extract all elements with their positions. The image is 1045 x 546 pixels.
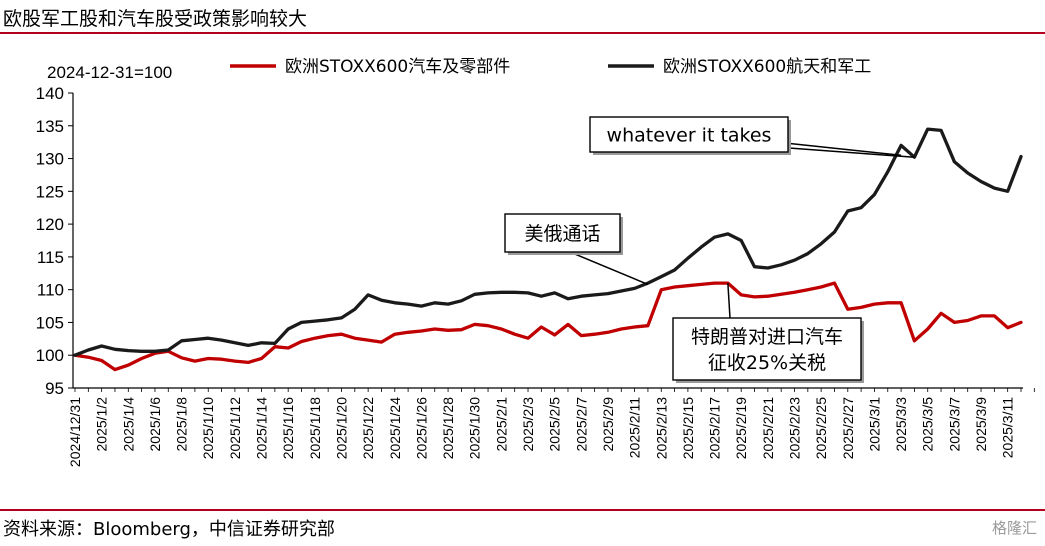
- chart-title: 欧股军工股和汽车股受政策影响较大: [3, 8, 308, 30]
- x-tick-label: 2025/3/11: [1000, 397, 1016, 458]
- source-rule: [0, 509, 1045, 511]
- title-underline: [0, 32, 1045, 34]
- x-tick-label: 2025/2/21: [760, 397, 776, 459]
- x-tick-label: 2025/1/16: [280, 397, 296, 459]
- annotation-leader: [788, 147, 915, 158]
- annotation-text: 特朗普对进口汽车: [691, 326, 843, 348]
- x-tick-label: 2025/1/2: [94, 397, 110, 452]
- annotation-leader: [784, 142, 902, 157]
- x-tick-label: 2025/2/13: [653, 397, 669, 459]
- x-tick-label: 2025/1/22: [360, 397, 376, 459]
- legend: 欧洲STOXX600汽车及零部件 欧洲STOXX600航天和军工: [230, 57, 871, 77]
- x-tick-label: 2025/2/11: [627, 397, 643, 458]
- x-tick-label: 2025/2/19: [733, 397, 749, 459]
- source-note: 资料来源：Bloomberg，中信证券研究部: [3, 519, 335, 540]
- x-tick-label: 2025/3/5: [920, 397, 936, 452]
- y-tick-label: 125: [36, 182, 64, 201]
- y-tick-label: 135: [36, 117, 64, 136]
- annotation-leader: [569, 251, 649, 286]
- x-tick-label: 2025/3/3: [893, 397, 909, 452]
- x-tick-label: 2025/2/5: [547, 397, 563, 452]
- x-tick-label: 2025/2/1: [493, 397, 509, 452]
- y-tick-label: 115: [37, 248, 64, 267]
- y-tick-label: 140: [36, 84, 64, 103]
- y-tick-label: 120: [36, 215, 64, 234]
- series-layer: [73, 127, 1023, 372]
- x-tick-label: 2025/2/27: [840, 397, 856, 459]
- x-tick-label: 2025/1/30: [467, 397, 483, 459]
- x-tick-label: 2025/3/9: [973, 397, 989, 452]
- annotation-text: 征收25%关税: [708, 352, 826, 374]
- y-tick-label: 95: [45, 379, 64, 398]
- x-tick-label: 2025/1/10: [200, 397, 216, 459]
- y-tick-label: 100: [36, 346, 64, 365]
- x-tick-label: 2025/3/1: [866, 397, 882, 452]
- annotation-box: [504, 213, 621, 253]
- x-tick-label: 2025/1/4: [120, 397, 136, 452]
- x-tick-label: 2025/1/26: [413, 397, 429, 459]
- x-tick-label: 2025/1/24: [387, 397, 403, 459]
- x-tick-label: 2025/1/14: [254, 397, 270, 459]
- axes-layer: 95 100 105 110 115 120 125 130 135 140 2024/12/31 2…: [36, 84, 1035, 467]
- y-tick-label: 105: [36, 313, 64, 332]
- x-tick-label: 2025/1/6: [147, 397, 163, 452]
- x-tick-label: 2025/1/8: [174, 397, 190, 452]
- x-tick-label: 2025/3/7: [946, 397, 962, 452]
- annotation-text: whatever it takes: [607, 125, 772, 147]
- x-tick-label: 2025/2/25: [813, 397, 829, 459]
- annotation-text: 美俄通话: [524, 223, 600, 245]
- x-tick-label: 2025/2/7: [573, 397, 589, 452]
- x-tick-label: 2025/2/15: [680, 397, 696, 459]
- legend-label: 欧洲STOXX600汽车及零部件: [285, 57, 510, 77]
- series-line-defense: [73, 127, 1023, 357]
- x-tick-label: 2025/2/3: [520, 397, 536, 452]
- x-tick-label: 2025/2/17: [707, 397, 723, 459]
- y-tick-label: 130: [36, 150, 64, 169]
- annotation-leader: [727, 283, 731, 319]
- x-tick-label: 2025/2/9: [600, 397, 616, 452]
- x-tick-label: 2024/12/31: [67, 397, 83, 467]
- line-chart: 95 100 105 110 115 120 125 130 135 140 2024/12/31 2…: [36, 57, 1035, 467]
- annotation-box: [589, 116, 789, 153]
- annotation-box: [672, 317, 862, 381]
- series-line-auto: [73, 281, 1023, 372]
- y-tick-label: 110: [37, 281, 64, 300]
- watermark: 格隆汇: [991, 519, 1037, 537]
- legend-label: 欧洲STOXX600航天和军工: [663, 57, 871, 77]
- y-axis-label: 2024-12-31=100: [47, 63, 172, 82]
- x-tick-label: 2025/1/12: [227, 397, 243, 459]
- x-tick-label: 2025/1/28: [440, 397, 456, 459]
- x-tick-label: 2025/1/20: [333, 397, 349, 459]
- x-tick-label: 2025/1/18: [307, 397, 323, 459]
- x-tick-label: 2025/2/23: [786, 397, 802, 459]
